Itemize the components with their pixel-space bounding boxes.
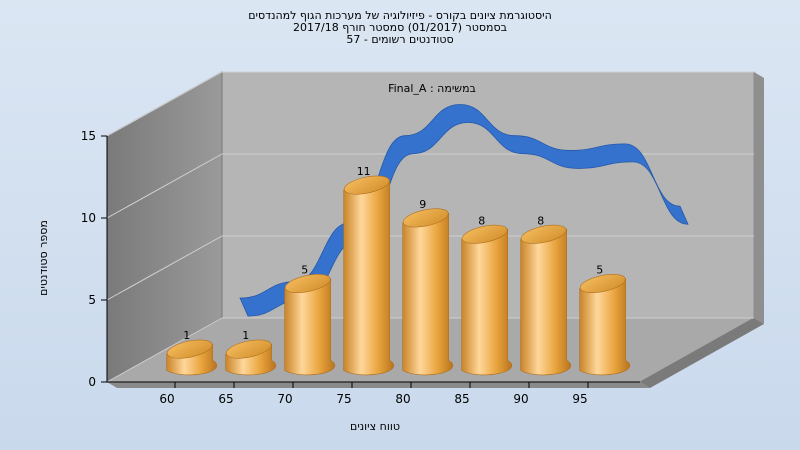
- bar: [343, 175, 395, 376]
- x-axis-title: טווח ציונים: [350, 420, 400, 433]
- bar-body: [520, 228, 572, 376]
- bar: [579, 274, 631, 376]
- floor-side-edge: [640, 318, 764, 388]
- bar-body: [284, 278, 336, 376]
- data-label: 11: [357, 165, 371, 178]
- bar-body: [579, 278, 631, 376]
- gridline-left: [106, 235, 223, 301]
- y-tick-label: 15: [81, 129, 96, 143]
- bar: [225, 339, 277, 376]
- bar-body: [461, 228, 513, 376]
- bar: [284, 274, 336, 376]
- right-edge: [754, 72, 764, 324]
- data-label: 5: [596, 263, 603, 276]
- bar: [461, 224, 513, 376]
- data-label: 1: [183, 329, 190, 342]
- bar-cap: [343, 175, 390, 195]
- y-axis: 0 5 10 15: [81, 129, 108, 389]
- x-axis: 60 65 70 75 80 85 90 95: [107, 381, 640, 406]
- x-tick-label: 70: [277, 392, 292, 406]
- data-label: 5: [301, 263, 308, 276]
- inner-label: במשימה : Final_A: [388, 82, 476, 95]
- gridline-left: [106, 71, 223, 137]
- bar-body: [402, 212, 454, 376]
- x-tick-label: 85: [454, 392, 469, 406]
- bar-cap: [520, 224, 567, 244]
- chart-title: היסטוגרמת ציונים בקורס - פיזיולוגיה של מ…: [0, 10, 800, 46]
- y-tick-label: 10: [81, 211, 96, 225]
- data-label: 9: [419, 198, 426, 211]
- data-label: 8: [478, 214, 485, 227]
- x-tick-label: 75: [336, 392, 351, 406]
- x-tick-label: 90: [513, 392, 528, 406]
- floor-front-edge: [107, 382, 650, 388]
- bar: [402, 208, 454, 376]
- bar-cap: [402, 208, 449, 228]
- data-label: 1: [242, 329, 249, 342]
- title-line-1: היסטוגרמת ציונים בקורס - פיזיולוגיה של מ…: [248, 9, 552, 22]
- y-tick-label: 5: [88, 293, 96, 307]
- x-tick-label: 95: [572, 392, 587, 406]
- bar-cap: [225, 339, 272, 359]
- y-axis-title: מספר סטודנטים: [37, 220, 50, 296]
- x-tick-label: 60: [159, 392, 174, 406]
- gridline-left: [106, 317, 223, 383]
- x-tick-label: 80: [395, 392, 410, 406]
- bar-cap: [579, 274, 626, 293]
- bar-cap: [166, 339, 213, 359]
- bar-body: [343, 179, 395, 376]
- x-tick-label: 65: [218, 392, 233, 406]
- gridline-left: [106, 153, 223, 219]
- title-line-3: סטודנטים רשומים - 57: [346, 33, 454, 46]
- y-tick-label: 0: [88, 375, 96, 389]
- data-label: 8: [537, 214, 544, 227]
- bar: [166, 339, 218, 376]
- bar-cap: [461, 224, 508, 244]
- title-line-2: בסמסטר (01/2017) סמסטר חורף 2017/18: [293, 21, 507, 34]
- bar: [520, 224, 572, 376]
- bar-cap: [284, 274, 331, 293]
